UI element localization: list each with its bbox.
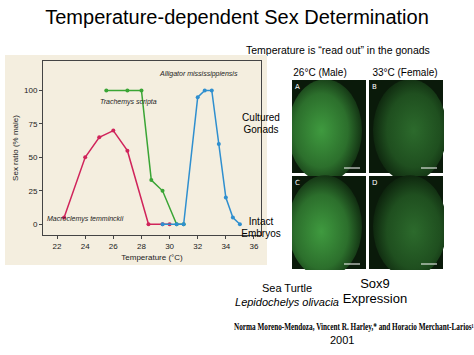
html-text:Sea Turtle: Sea Turtle xyxy=(261,282,313,294)
svg-text:30: 30 xyxy=(165,242,174,251)
html-text:Intact: Intact xyxy=(248,216,274,227)
html-text:Sox9: Sox9 xyxy=(360,276,390,291)
svg-text:A: A xyxy=(295,83,300,91)
html-text:Gonads: Gonads xyxy=(243,124,279,135)
svg-text:Temperature (°C): Temperature (°C) xyxy=(121,253,183,262)
svg-text:26: 26 xyxy=(109,242,118,251)
svg-text:C: C xyxy=(295,179,300,187)
html-text:Lepidochelys olivacia: Lepidochelys olivacia xyxy=(235,296,339,308)
svg-text:36: 36 xyxy=(250,242,259,251)
html-text:Temperature is “read out” in t: Temperature is “read out” in the gonads xyxy=(246,44,430,56)
svg-text:D: D xyxy=(372,179,377,187)
svg-text:25: 25 xyxy=(28,187,37,196)
html-text:26°C (Male): 26°C (Male) xyxy=(293,67,347,78)
svg-text:Sex ratio (% male): Sex ratio (% male) xyxy=(11,115,20,181)
svg-text:Alligator mississippiensis: Alligator mississippiensis xyxy=(159,70,238,78)
svg-text:0: 0 xyxy=(33,220,38,229)
html-text:33°C (Female): 33°C (Female) xyxy=(372,67,438,78)
html-text:Cultured: Cultured xyxy=(242,112,280,123)
svg-text:24: 24 xyxy=(81,242,90,251)
html-text:Temperature-dependent Sex Dete: Temperature-dependent Sex Determination xyxy=(45,6,429,28)
svg-text:B: B xyxy=(372,83,377,91)
svg-text:32: 32 xyxy=(193,242,202,251)
html-text:2001: 2001 xyxy=(330,334,355,346)
svg-text:Macroclemys temminckii: Macroclemys temminckii xyxy=(47,215,124,223)
html-text:Expression: Expression xyxy=(342,291,408,306)
svg-text:Trachemys scripta: Trachemys scripta xyxy=(100,98,157,106)
html-text:Embryos: Embryos xyxy=(241,228,281,239)
svg-text:50: 50 xyxy=(28,153,37,162)
html-text:Norma Moreno-Mendoza, Vincent: Norma Moreno-Mendoza, Vincent R. Harley,… xyxy=(234,322,474,332)
svg-text:34: 34 xyxy=(221,242,230,251)
svg-text:100: 100 xyxy=(24,86,38,95)
svg-text:28: 28 xyxy=(137,242,146,251)
svg-text:22: 22 xyxy=(53,242,62,251)
svg-text:75: 75 xyxy=(28,120,37,129)
